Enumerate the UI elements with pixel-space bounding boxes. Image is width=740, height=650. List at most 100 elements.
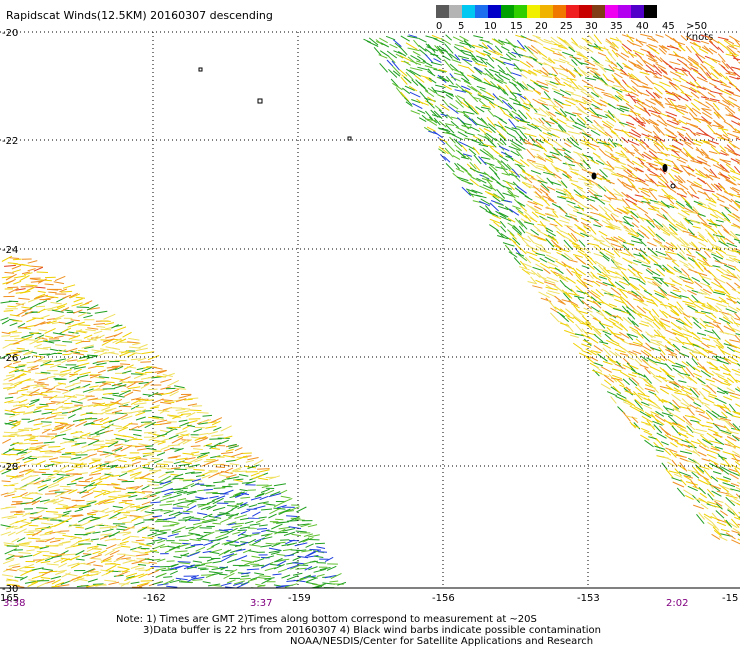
wind-barb — [678, 95, 689, 102]
wind-barb — [697, 292, 707, 295]
wind-barb — [677, 182, 689, 191]
wind-barb — [603, 110, 615, 116]
wind-barb — [19, 520, 29, 524]
wind-barb — [272, 573, 282, 576]
wind-barb — [79, 380, 92, 383]
wind-barb — [642, 307, 652, 313]
wind-barb — [685, 132, 693, 141]
wind-barb — [627, 72, 635, 80]
wind-barb — [732, 510, 740, 520]
wind-barb — [666, 92, 679, 97]
wind-barb — [608, 191, 618, 199]
wind-barb — [726, 45, 737, 56]
wind-barb — [715, 503, 723, 510]
wind-barb — [721, 411, 728, 418]
wind-barb — [444, 91, 454, 96]
wind-barb — [623, 226, 634, 233]
wind-barb — [690, 86, 701, 94]
wind-barb — [698, 413, 710, 420]
wind-barb — [730, 317, 739, 328]
wind-barb — [711, 490, 722, 497]
wind-barb — [559, 308, 571, 317]
wind-barb — [157, 518, 168, 521]
wind-barb — [627, 124, 637, 129]
wind-barb — [667, 219, 677, 228]
wind-barb — [617, 143, 627, 152]
wind-barb — [174, 385, 185, 389]
wind-barb — [626, 121, 635, 126]
wind-barb — [722, 482, 736, 488]
wind-barb — [618, 266, 627, 271]
wind-barb — [60, 369, 72, 373]
wind-barb — [726, 89, 735, 95]
wind-barb — [630, 227, 640, 237]
wind-barb — [526, 123, 537, 130]
wind-barb — [137, 525, 149, 532]
wind-barb — [15, 288, 26, 291]
wind-barb — [696, 332, 707, 336]
wind-barb — [56, 399, 68, 405]
wind-barb — [131, 550, 141, 553]
lat-label: -20 — [2, 28, 18, 39]
wind-barb — [675, 336, 685, 346]
wind-barb — [160, 445, 170, 451]
wind-barb — [233, 580, 245, 585]
wind-barb — [111, 347, 120, 350]
wind-barb — [725, 532, 736, 540]
wind-barb — [616, 207, 629, 215]
wind-barb — [524, 256, 532, 264]
wind-barb — [46, 481, 60, 488]
wind-barb — [590, 290, 601, 298]
wind-barb — [480, 52, 491, 57]
wind-barb — [112, 338, 122, 341]
wind-barb — [481, 119, 489, 127]
wind-barb — [707, 449, 718, 455]
wind-barb — [734, 334, 740, 342]
wind-barb — [593, 333, 604, 343]
wind-barb — [688, 87, 697, 93]
wind-barb — [581, 300, 592, 310]
wind-barb — [252, 511, 261, 517]
wind-barb — [619, 88, 633, 94]
wind-barb — [705, 198, 717, 204]
wind-barb — [57, 584, 70, 587]
wind-barb — [632, 309, 643, 319]
wind-barb — [175, 457, 188, 461]
wind-barb — [294, 542, 308, 547]
wind-barb — [62, 294, 72, 299]
wind-barb — [570, 170, 579, 176]
wind-barb — [123, 525, 135, 532]
wind-barb — [512, 48, 521, 58]
wind-barb — [690, 160, 703, 165]
wind-barb — [24, 411, 34, 414]
wind-barb — [219, 573, 228, 576]
wind-barb — [549, 151, 560, 156]
wind-barb — [733, 71, 740, 78]
wind-barb — [659, 309, 668, 319]
wind-barb — [558, 58, 570, 64]
wind-barb — [130, 358, 141, 361]
wind-barb — [337, 581, 347, 586]
wind-barb — [167, 545, 180, 549]
wind-barb — [195, 474, 205, 477]
wind-barb — [578, 310, 589, 315]
wind-barb — [614, 377, 625, 387]
wind-barb — [674, 175, 684, 183]
wind-barb — [444, 147, 454, 158]
wind-barb — [648, 359, 658, 366]
wind-barb — [516, 125, 526, 130]
wind-barb — [19, 554, 33, 558]
wind-barb — [209, 495, 219, 499]
wind-barb — [731, 434, 740, 442]
wind-barb — [41, 522, 53, 525]
wind-barb — [644, 128, 653, 134]
wind-barb — [153, 515, 163, 518]
wind-barb — [642, 102, 652, 108]
wind-barb — [129, 471, 142, 476]
wind-barb — [77, 350, 88, 352]
wind-barb — [717, 127, 729, 131]
wind-barb — [615, 151, 624, 156]
wind-barb — [216, 536, 229, 541]
wind-barb — [4, 400, 14, 404]
wind-barb — [510, 150, 520, 157]
